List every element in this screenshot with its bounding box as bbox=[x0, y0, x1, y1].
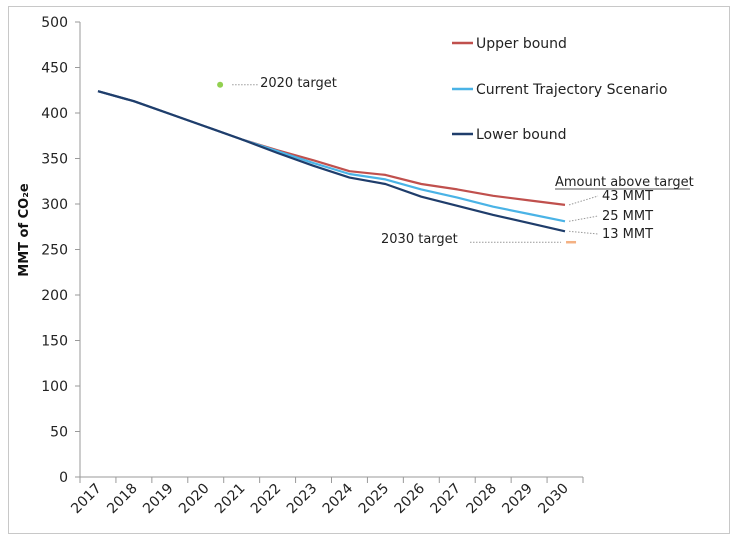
x-tick-label: 2018 bbox=[104, 481, 141, 518]
y-tick-label: 0 bbox=[59, 470, 68, 486]
x-axis-ticks: 2017 2018 2019 2020 2021 2022 2023 2024 2025 2026… bbox=[68, 477, 584, 518]
legend-label: Current Trajectory Scenario bbox=[476, 82, 667, 98]
y-tick-label: 250 bbox=[41, 243, 68, 259]
x-tick-label: 2021 bbox=[212, 481, 249, 518]
y-axis-ticks: 0 50 100 150 200 250 300 350 400 450 500 bbox=[41, 15, 80, 486]
y-tick-label: 400 bbox=[41, 106, 68, 122]
target-markers: 2020 target 2030 target bbox=[217, 76, 577, 247]
x-tick-label: 2017 bbox=[68, 481, 105, 518]
x-tick-label: 2026 bbox=[392, 480, 429, 517]
x-tick-label: 2028 bbox=[463, 481, 500, 518]
y-axis-label: MMT of CO₂e bbox=[17, 183, 32, 277]
amount-label: 13 MMT bbox=[602, 227, 653, 242]
target-2020-label: 2020 target bbox=[260, 76, 337, 91]
series-line-current-trajectory-scenario bbox=[97, 90, 566, 223]
x-tick-label: 2030 bbox=[535, 481, 572, 518]
legend: Upper bound Current Trajectory Scenario Lo… bbox=[452, 36, 667, 143]
amount-label: 43 MMT bbox=[602, 189, 653, 204]
x-tick-label: 2027 bbox=[428, 481, 465, 518]
x-tick-label: 2029 bbox=[499, 481, 536, 518]
amount-label: 25 MMT bbox=[602, 209, 653, 224]
y-tick-label: 50 bbox=[50, 425, 68, 441]
chart-frame bbox=[8, 6, 730, 534]
target-2030-label: 2030 target bbox=[381, 232, 458, 247]
legend-label: Lower bound bbox=[476, 127, 566, 143]
x-tick-label: 2019 bbox=[140, 481, 177, 518]
y-tick-label: 450 bbox=[41, 61, 68, 77]
series-line-upper-bound bbox=[97, 90, 566, 206]
y-tick-label: 300 bbox=[41, 197, 68, 213]
y-tick-label: 500 bbox=[41, 15, 68, 31]
series-line-lower-bound bbox=[97, 90, 566, 233]
y-tick-label: 100 bbox=[41, 379, 68, 395]
amount-leader bbox=[568, 195, 599, 206]
x-tick-label: 2023 bbox=[284, 481, 321, 518]
x-tick-label: 2022 bbox=[248, 481, 285, 518]
x-tick-label: 2025 bbox=[356, 481, 393, 518]
legend-label: Upper bound bbox=[476, 36, 567, 52]
y-tick-label: 150 bbox=[41, 334, 68, 350]
amount-above-target-title: Amount above target bbox=[555, 175, 694, 190]
x-tick-label: 2024 bbox=[320, 480, 357, 517]
amount-leader bbox=[568, 230, 599, 235]
x-tick-label: 2020 bbox=[176, 481, 213, 518]
y-tick-label: 350 bbox=[41, 152, 68, 168]
amount-leader bbox=[568, 215, 599, 222]
y-tick-label: 200 bbox=[41, 288, 68, 304]
series-lines bbox=[97, 90, 566, 233]
target-2020-marker bbox=[217, 81, 224, 88]
